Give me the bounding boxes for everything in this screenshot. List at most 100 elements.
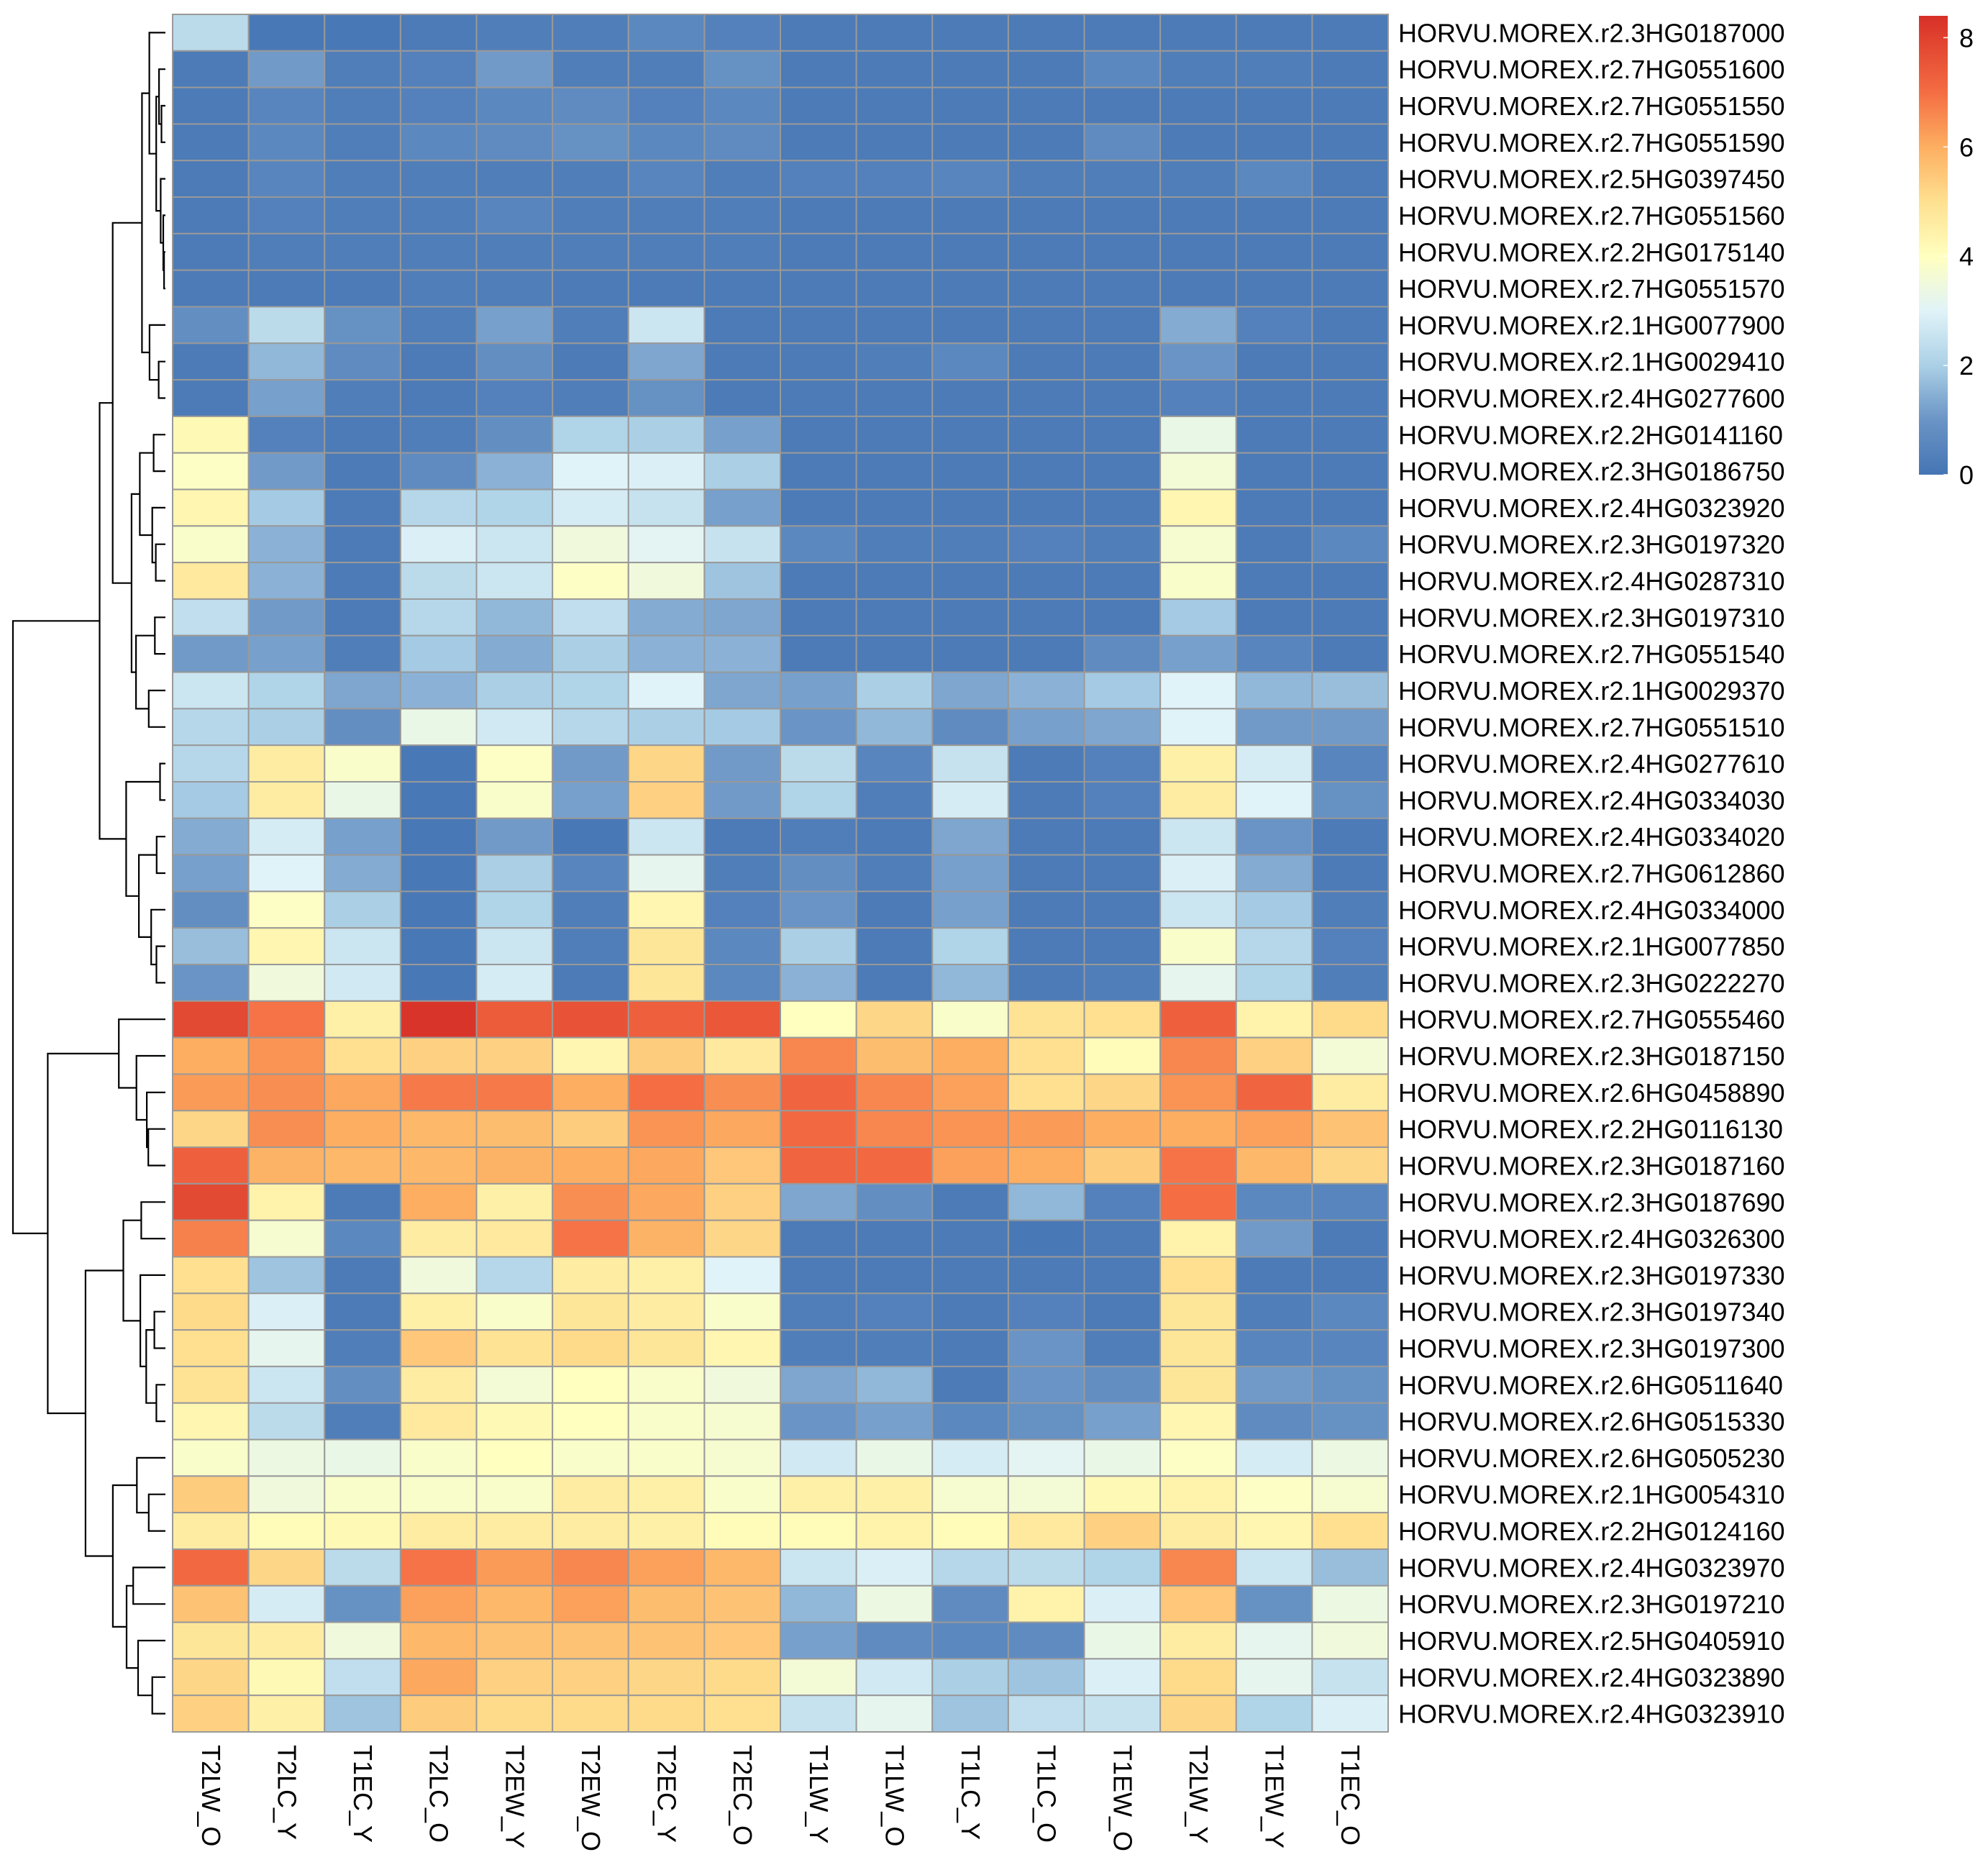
heatmap-cell (1311, 817, 1390, 856)
heatmap-cell (780, 415, 857, 454)
heatmap-cell (931, 379, 1009, 417)
heatmap-cell (1235, 415, 1313, 454)
heatmap-cell (1235, 1000, 1313, 1039)
heatmap-cell (1235, 1329, 1313, 1367)
heatmap-cell (247, 817, 326, 856)
heatmap-cell (1235, 817, 1313, 856)
heatmap-cell (1311, 634, 1390, 673)
heatmap-cell (1235, 1365, 1313, 1404)
heatmap-cell (1159, 1292, 1237, 1331)
heatmap-cell (1007, 817, 1085, 856)
heatmap-cell (1159, 1438, 1237, 1477)
heatmap-cell (247, 1365, 326, 1404)
heatmap-cell (703, 86, 782, 125)
heatmap-cell (1083, 1036, 1162, 1075)
heatmap-cell (855, 1256, 934, 1295)
heatmap-cell (247, 14, 326, 52)
heatmap-cell (1311, 598, 1390, 637)
heatmap-cell (172, 525, 250, 564)
heatmap-cell (703, 306, 782, 345)
heatmap-cell (855, 744, 934, 783)
heatmap-cell (247, 671, 326, 710)
heatmap-cell (855, 306, 934, 345)
column-label: T1LC_Y (956, 1745, 985, 1840)
heatmap-cell (703, 671, 782, 710)
heatmap-cell (627, 854, 706, 893)
heatmap-cell (475, 160, 554, 199)
heatmap-cell (1311, 1548, 1390, 1587)
heatmap-cell (552, 14, 629, 52)
heatmap-cell (1007, 342, 1085, 381)
heatmap-cell (552, 342, 629, 381)
heatmap-cell (172, 50, 250, 88)
heatmap-cell (780, 1475, 857, 1514)
heatmap-cell (1311, 1219, 1390, 1258)
heatmap-cell (780, 452, 857, 491)
heatmap-cell (552, 598, 629, 637)
heatmap-cell (1235, 1256, 1313, 1295)
heatmap-cell (475, 306, 554, 345)
heatmap-cell (627, 1292, 706, 1331)
dendrogram-branch (154, 616, 165, 655)
heatmap-cell (703, 1658, 782, 1697)
heatmap-cell (627, 890, 706, 929)
heatmap-cell (552, 160, 629, 199)
heatmap-cell (172, 342, 250, 381)
heatmap-cell (324, 452, 401, 491)
heatmap-cell (627, 415, 706, 454)
heatmap-cell (780, 342, 857, 381)
heatmap-cell (1007, 598, 1085, 637)
legend-tick-label: 6 (1959, 132, 1974, 162)
heatmap-cell (627, 196, 706, 234)
heatmap-cell (780, 598, 857, 637)
heatmap-cell (780, 1402, 857, 1441)
heatmap-cell (1235, 927, 1313, 966)
heatmap-cell (1083, 1256, 1162, 1295)
heatmap-cell (627, 86, 706, 125)
heatmap-cell (1007, 671, 1085, 710)
heatmap-cell (1235, 1036, 1313, 1075)
heatmap-cell (552, 854, 629, 893)
heatmap-cell (627, 1256, 706, 1295)
heatmap-cell (1159, 562, 1237, 600)
heatmap-cell (1159, 817, 1237, 856)
row-label: HORVU.MOREX.r2.4HG0334020 (1398, 822, 1785, 852)
heatmap-cell (324, 708, 401, 747)
heatmap-cell (1007, 1402, 1085, 1441)
heatmap-cell (1159, 14, 1237, 52)
heatmap-cell (324, 269, 401, 308)
row-label: HORVU.MOREX.r2.3HG0187160 (1398, 1151, 1785, 1181)
heatmap-cell (1311, 452, 1390, 491)
heatmap-cell (1007, 1036, 1085, 1075)
heatmap-cell (780, 123, 857, 162)
heatmap-cell (1235, 269, 1313, 308)
column-label: T2LC_Y (272, 1745, 301, 1840)
heatmap-cell (399, 1548, 478, 1587)
row-labels: HORVU.MOREX.r2.3HG0187000 HORVU.MOREX.r2.… (1398, 18, 1785, 1728)
heatmap-cell (1235, 1512, 1313, 1550)
column-label: T1LW_O (880, 1745, 909, 1846)
heatmap-cell (703, 1584, 782, 1623)
heatmap-cell (399, 1146, 478, 1185)
dendrogram-branch (155, 836, 165, 875)
dendrogram-branch (135, 634, 155, 710)
heatmap-cell (324, 562, 401, 600)
heatmap-cell (1007, 123, 1085, 162)
heatmap-cell (324, 817, 401, 856)
heatmap-cell (552, 780, 629, 819)
heatmap-cell (931, 671, 1009, 710)
heatmap-cell (931, 1512, 1009, 1550)
heatmap-cell (780, 1512, 857, 1550)
heatmap-cell (552, 1036, 629, 1075)
heatmap-cell (399, 744, 478, 783)
heatmap-cell (1007, 1110, 1085, 1149)
heatmap-cell (855, 1182, 934, 1221)
heatmap-cell (627, 1073, 706, 1112)
row-label: HORVU.MOREX.r2.7HG0551590 (1398, 128, 1785, 158)
heatmap-cell (855, 1621, 934, 1660)
heatmap-cell (247, 1402, 326, 1441)
heatmap-cell (172, 1073, 250, 1112)
heatmap-cell (475, 927, 554, 966)
heatmap-cell (780, 1292, 857, 1331)
row-label: HORVU.MOREX.r2.7HG0551540 (1398, 639, 1785, 669)
